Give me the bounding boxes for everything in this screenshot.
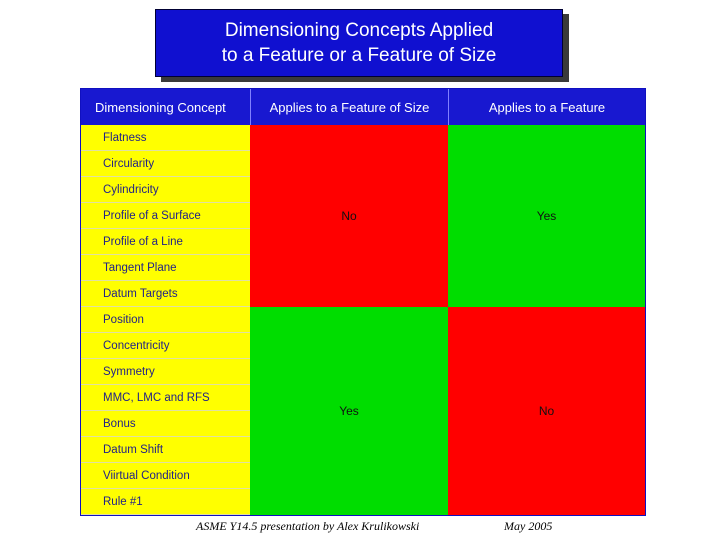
header-dimensioning-concept: Dimensioning Concept <box>81 89 250 125</box>
concept-profile-of-a-line: Profile of a Line <box>81 229 250 255</box>
concept-cylindricity: Cylindricity <box>81 177 250 203</box>
title-line-1: Dimensioning Concepts Applied <box>224 20 494 41</box>
concept-circularity: Circularity <box>81 151 250 177</box>
header-feature-of-size: Applies to a Feature of Size <box>250 89 448 125</box>
cell-bottom-feature-of-size-value: Yes <box>339 404 359 418</box>
concept-symmetry: Symmetry <box>81 359 250 385</box>
cell-bottom-feature: No <box>448 307 645 515</box>
footer-date: May 2005 <box>504 519 553 533</box>
concept-flatness: Flatness <box>81 125 250 151</box>
concept-table: Dimensioning Concept Applies to a Featur… <box>80 88 646 516</box>
concept-list: Flatness Circularity Cylindricity Profil… <box>81 125 250 515</box>
concept-datum-targets: Datum Targets <box>81 281 250 307</box>
cell-top-feature-of-size-value: No <box>341 209 357 223</box>
cell-top-feature: Yes <box>448 125 645 307</box>
header-feature: Applies to a Feature <box>448 89 645 125</box>
cell-bottom-feature-value: No <box>538 404 555 418</box>
concept-concentricity: Concentricity <box>81 333 250 359</box>
title-line-2: to a Feature or a Feature of Size <box>221 45 497 66</box>
cell-bottom-feature-of-size: Yes <box>250 307 448 515</box>
concept-datum-shift: Datum Shift <box>81 437 250 463</box>
footer-presentation: ASME Y14.5 presentation by Alex Krulikow… <box>196 519 420 533</box>
concept-profile-of-a-surface: Profile of a Surface <box>81 203 250 229</box>
concept-virtual-condition: Viirtual Condition <box>81 463 250 489</box>
cell-top-feature-of-size: No <box>250 125 448 307</box>
concept-bonus: Bonus <box>81 411 250 437</box>
slide-title: Dimensioning Concepts Applied to a Featu… <box>155 9 563 77</box>
concept-mmc-lmc-rfs: MMC, LMC and RFS <box>81 385 250 411</box>
concept-position: Position <box>81 307 250 333</box>
concept-tangent-plane: Tangent Plane <box>81 255 250 281</box>
cell-top-feature-value: Yes <box>536 209 557 223</box>
concept-rule-1: Rule #1 <box>81 489 250 515</box>
